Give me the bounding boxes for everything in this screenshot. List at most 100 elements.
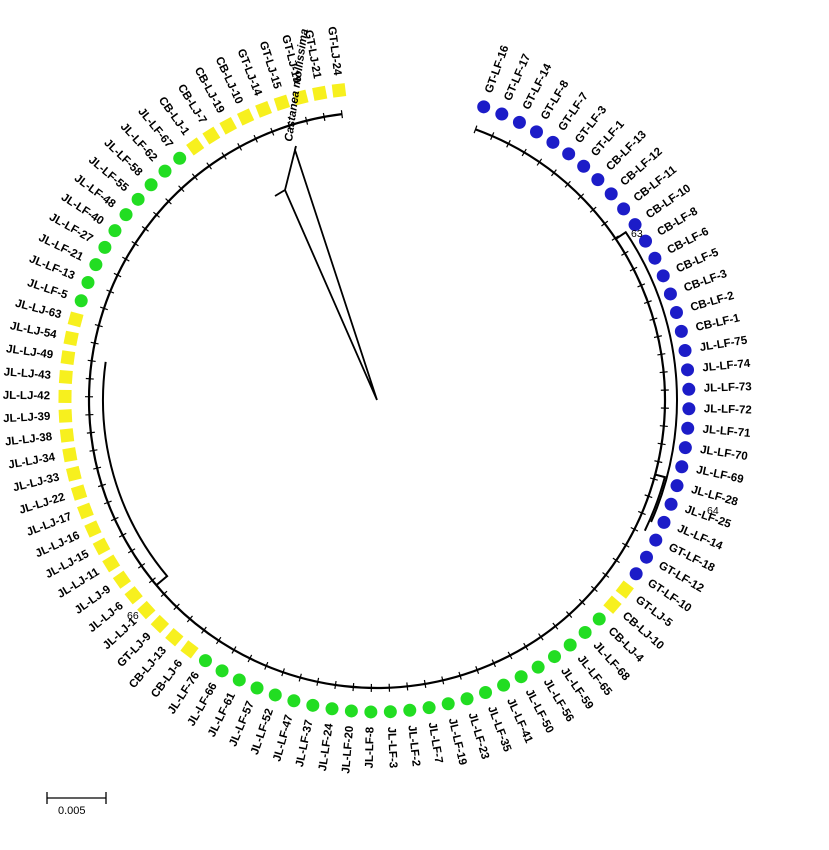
leaf-tick <box>334 680 337 690</box>
leaf-tick <box>629 266 638 272</box>
taxon-label: JL-LJ-39 <box>3 411 51 425</box>
leaf-tick <box>131 241 139 247</box>
circle-marker <box>158 164 172 178</box>
leaf-tick <box>99 306 108 311</box>
taxon-label: JL-LJ-22 <box>18 491 67 516</box>
circle-marker <box>198 654 212 668</box>
circle-marker <box>119 208 133 222</box>
circle-marker <box>108 224 122 238</box>
taxon-label: JL-LJ-34 <box>7 451 56 471</box>
square-marker <box>65 465 82 482</box>
circle-marker <box>98 240 112 254</box>
taxon-label: JL-LJ-42 <box>3 390 50 403</box>
leaf-tick <box>564 180 571 188</box>
leaf-tick <box>352 682 355 692</box>
square-marker <box>92 537 111 556</box>
circle-marker <box>681 363 695 377</box>
scale-bar: 0.005 <box>46 792 107 817</box>
leaf-tick <box>186 615 193 623</box>
leaf-tick <box>137 563 146 569</box>
circle-marker <box>674 324 688 338</box>
square-marker <box>236 108 255 126</box>
square-marker <box>292 89 309 106</box>
leaf-tick <box>281 668 285 677</box>
scale-bar-label: 0.005 <box>58 805 86 817</box>
square-marker <box>615 580 634 599</box>
leaf-tick <box>86 431 95 434</box>
leaf-tick <box>97 483 106 488</box>
leaf-tick <box>94 324 103 328</box>
circle-marker <box>649 533 663 547</box>
leaf-tick <box>490 132 495 140</box>
circle-marker <box>678 441 692 455</box>
leaf-tick <box>270 127 275 136</box>
leaf-tick <box>191 173 198 181</box>
taxon-label: JL-LF-69 <box>695 464 744 486</box>
leaf-tick <box>85 377 94 380</box>
circle-marker <box>81 275 95 289</box>
circle-marker <box>325 702 339 716</box>
circle-marker <box>344 704 358 718</box>
leaf-tick <box>127 548 136 554</box>
outgroup-branch <box>274 146 378 401</box>
leaf-tick <box>90 341 99 345</box>
leaf-tick <box>423 679 427 689</box>
square-marker <box>273 94 291 112</box>
tree-branches <box>85 110 678 692</box>
leaf-tick <box>602 572 610 578</box>
taxon-label: JL-LJ-33 <box>12 471 61 494</box>
leaf-tick <box>231 646 237 654</box>
circle-marker <box>531 660 545 674</box>
leaf-tick <box>141 226 149 232</box>
bootstrap-value: 66 <box>127 610 139 622</box>
circle-marker <box>639 550 653 564</box>
leaf-tick <box>247 654 253 663</box>
square-marker <box>58 409 73 423</box>
square-marker <box>150 614 170 634</box>
circle-marker <box>548 650 562 664</box>
taxon-label: JL-LF-74 <box>702 358 751 375</box>
square-marker <box>255 100 272 118</box>
taxon-label: JL-LF-5 <box>26 277 70 302</box>
square-marker <box>112 570 131 589</box>
leaf-tick <box>298 673 302 682</box>
circle-marker <box>364 705 378 719</box>
circle-marker <box>670 479 684 493</box>
circle-marker <box>232 673 246 687</box>
leaf-tick <box>122 256 130 262</box>
circle-marker <box>577 159 591 173</box>
leaf-tick <box>589 206 597 213</box>
circle-marker <box>514 670 528 684</box>
leaf-tick <box>550 169 557 177</box>
leaf-tick <box>578 598 586 606</box>
square-marker <box>102 554 121 573</box>
circle-marker <box>495 107 509 121</box>
leaf-tick <box>160 590 168 598</box>
taxon-label: JL-LF-47 <box>271 714 295 763</box>
taxon-label: JL-LJ-49 <box>5 343 53 361</box>
outgroup-tip <box>294 145 297 151</box>
leaf-tick <box>491 659 497 668</box>
leaf-tick <box>406 682 409 691</box>
clade-66-bracket <box>102 361 169 586</box>
leaf-tick <box>441 676 445 685</box>
clade-64-bracket <box>643 473 667 532</box>
leaf-tick <box>538 633 544 641</box>
circle-marker <box>512 115 526 129</box>
leaf-tick <box>637 283 646 288</box>
circle-marker <box>477 100 491 114</box>
taxon-label: JL-LF-75 <box>699 334 749 354</box>
leaf-tick <box>148 577 156 584</box>
leaf-tick <box>638 510 646 516</box>
circle-marker <box>546 135 560 149</box>
leaf-tick <box>340 110 343 119</box>
square-marker <box>219 116 238 135</box>
leaf-tick <box>458 671 462 680</box>
square-marker <box>59 428 75 443</box>
leaf-tick <box>253 134 258 143</box>
leaf-tick <box>110 516 119 522</box>
leaf-tick <box>206 162 212 170</box>
taxon-label: JL-LF-71 <box>702 424 751 440</box>
square-marker <box>331 83 347 98</box>
